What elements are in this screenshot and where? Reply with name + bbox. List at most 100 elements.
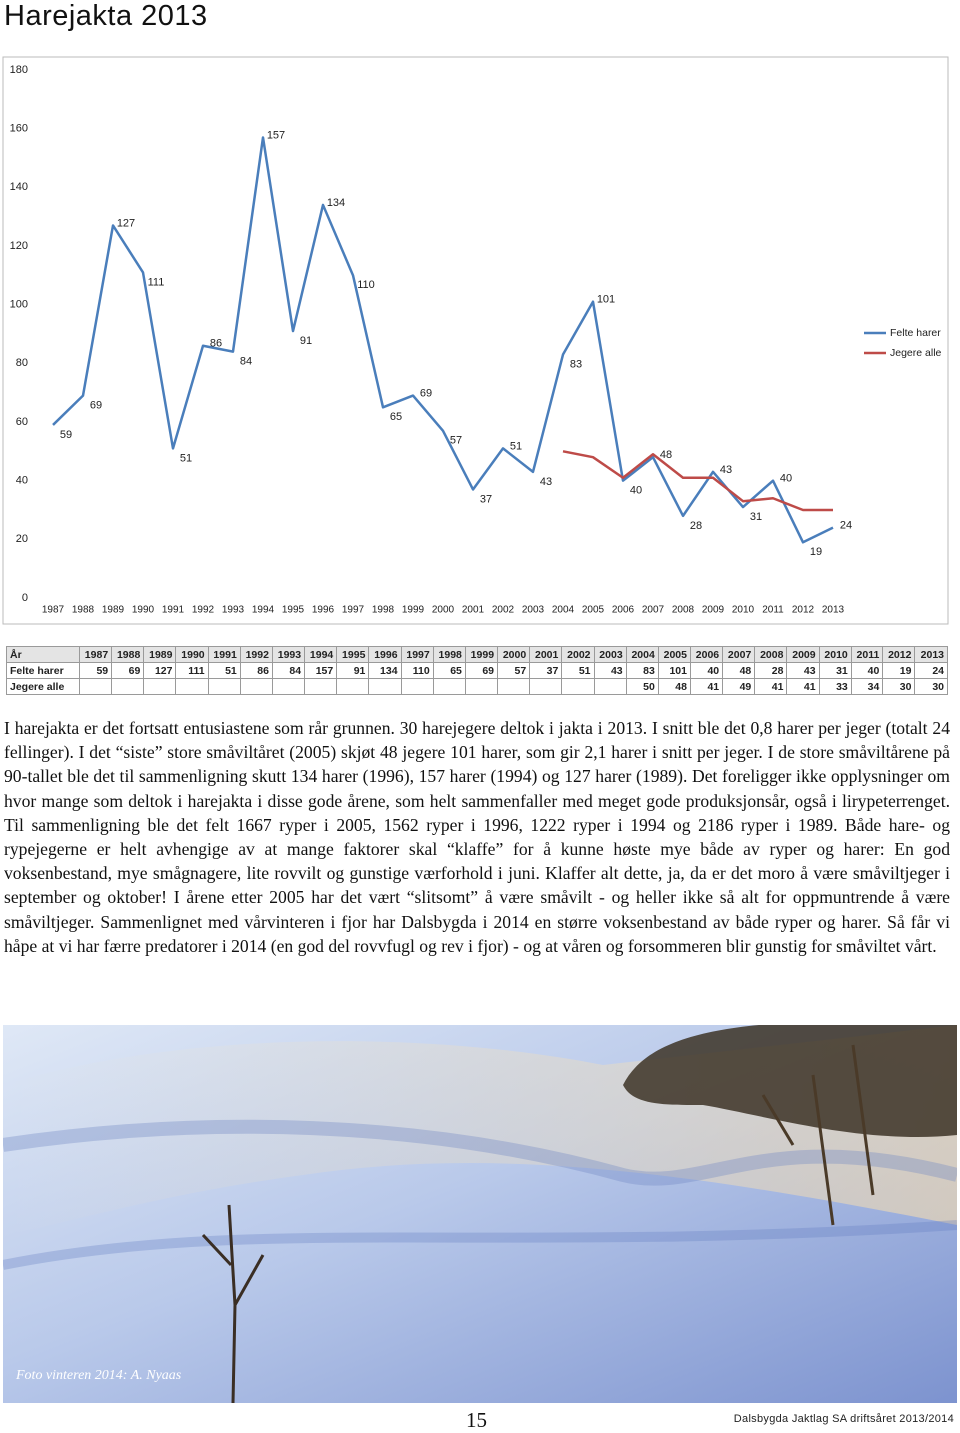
table-cell: 2013	[914, 646, 948, 663]
table-cell: 1990	[175, 646, 209, 663]
data-label: 65	[390, 411, 402, 423]
table-cell: 2003	[593, 646, 627, 663]
data-label: 57	[450, 435, 462, 447]
table-cell: 84	[271, 662, 306, 679]
table-cell: 2008	[754, 646, 788, 663]
table-cell: Felte harer	[6, 662, 80, 679]
table-cell: 40	[689, 662, 724, 679]
table-cell: 2007	[722, 646, 756, 663]
table-cell: 2006	[689, 646, 724, 663]
table-cell: 41	[754, 678, 788, 695]
table-cell: 157	[304, 662, 338, 679]
data-label: 69	[90, 400, 102, 412]
x-tick-label: 2008	[672, 605, 695, 616]
table-cell: 2009	[786, 646, 820, 663]
data-table: År 1987 1988 1989 1990 1991 1992 1993 1994 1995 19…	[6, 646, 948, 695]
table-cell: 65	[432, 662, 466, 679]
x-tick-label: 1996	[312, 605, 335, 616]
x-tick-label: 2002	[492, 605, 515, 616]
x-tick-label: 1994	[252, 605, 275, 616]
y-tick-label: 100	[10, 299, 28, 311]
table-cell: 41	[689, 678, 724, 695]
table-cell: 83	[625, 662, 659, 679]
data-label: 101	[597, 294, 615, 306]
table-cell: 51	[561, 662, 595, 679]
table-cell: 50	[625, 678, 659, 695]
table-cell: 1988	[111, 646, 145, 663]
table-cell: 86	[239, 662, 273, 679]
data-label: 134	[327, 197, 345, 209]
x-tick-label: 1988	[72, 605, 95, 616]
data-label: 111	[148, 276, 165, 288]
table-cell	[464, 678, 499, 695]
table-cell: 134	[368, 662, 402, 679]
table-cell: 1994	[304, 646, 338, 663]
table-cell: 37	[529, 662, 563, 679]
table-cell	[239, 678, 273, 695]
x-tick-label: 2011	[762, 605, 784, 616]
table-cell: 1993	[271, 646, 306, 663]
data-label: 43	[720, 464, 732, 476]
table-cell	[368, 678, 402, 695]
table-cell: 33	[818, 678, 852, 695]
table-row: Jegere alle 50 48 41 49 41 41 33 34 30 30	[6, 678, 948, 695]
data-label: 59	[60, 429, 72, 441]
table-cell: 69	[464, 662, 499, 679]
table-cell: 2002	[561, 646, 595, 663]
table-cell: 48	[657, 678, 691, 695]
data-label: 48	[660, 449, 672, 461]
data-label: 51	[510, 440, 522, 452]
x-tick-label: 1989	[102, 605, 125, 616]
table-cell	[432, 678, 466, 695]
table-cell: 1996	[368, 646, 402, 663]
data-label: 31	[750, 511, 762, 523]
data-label: 69	[420, 388, 432, 400]
data-label: 84	[240, 356, 252, 368]
table-cell	[529, 678, 563, 695]
table-cell: 48	[722, 662, 756, 679]
table-cell: 101	[657, 662, 691, 679]
y-tick-label: 0	[22, 592, 28, 604]
y-tick-label: 180	[10, 64, 28, 76]
data-label: 86	[210, 338, 222, 350]
chart-frame	[2, 56, 949, 625]
x-tick-label: 1998	[372, 605, 395, 616]
x-tick-label: 2004	[552, 605, 575, 616]
table-cell	[111, 678, 145, 695]
data-label: 43	[540, 476, 552, 488]
series-line	[52, 136, 834, 544]
table-row: År 1987 1988 1989 1990 1991 1992 1993 1994 1995 19…	[6, 646, 948, 663]
data-label: 91	[300, 335, 312, 347]
x-tick-label: 2010	[732, 605, 755, 616]
x-tick-label: 2006	[612, 605, 635, 616]
table-cell: 51	[207, 662, 241, 679]
x-tick-label: 1991	[162, 605, 185, 616]
table-cell: 43	[786, 662, 820, 679]
table-cell: 2010	[818, 646, 852, 663]
table-cell: Jegere alle	[6, 678, 80, 695]
series-line	[562, 450, 833, 512]
table-cell	[497, 678, 531, 695]
y-tick-label: 140	[10, 181, 28, 193]
x-tick-label: 1993	[222, 605, 245, 616]
table-cell: 1998	[432, 646, 466, 663]
chart: 0 20 40 60 80 100 120 140 160 180 1987 1988 1989 1990…	[2, 56, 949, 625]
y-tick-label: 60	[16, 416, 28, 428]
x-tick-label: 1992	[192, 605, 215, 616]
y-tick-label: 160	[10, 123, 28, 135]
table-cell: 2011	[850, 646, 884, 663]
y-tick-label: 40	[16, 475, 28, 487]
table-cell: 2005	[657, 646, 691, 663]
data-label: 83	[570, 358, 582, 370]
table-cell	[304, 678, 338, 695]
data-label: 28	[690, 520, 702, 532]
table-cell	[593, 678, 627, 695]
x-tick-label: 1987	[42, 605, 65, 616]
legend-label: Jegere alle	[890, 347, 942, 359]
table-cell	[78, 678, 113, 695]
page-number: 15	[466, 1408, 487, 1432]
table-cell: 127	[143, 662, 177, 679]
table-cell: 2012	[882, 646, 916, 663]
table-cell	[175, 678, 209, 695]
